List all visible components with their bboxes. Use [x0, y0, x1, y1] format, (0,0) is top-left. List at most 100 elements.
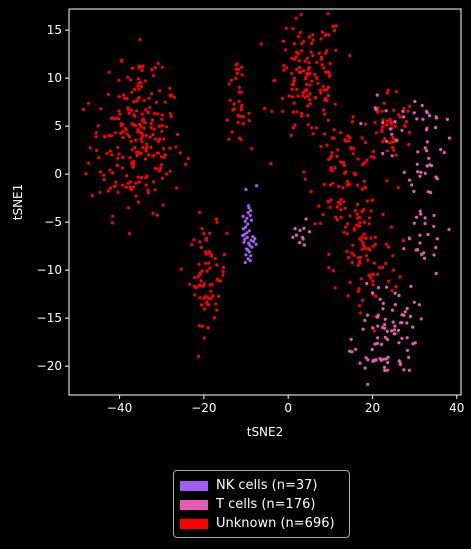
unknown-cell-point [128, 185, 132, 189]
t-cell-point [301, 237, 305, 241]
t-cell-point [400, 128, 404, 132]
unknown-cell-point [134, 181, 138, 185]
unknown-cell-point [321, 84, 325, 88]
unknown-cell-point [360, 235, 364, 239]
unknown-cell-point [298, 65, 302, 70]
t-cell-point [412, 300, 416, 304]
unknown-cell-point [110, 221, 115, 225]
t-cell-point [434, 126, 438, 130]
t-cell-point [447, 227, 451, 232]
t-cell-point [426, 232, 430, 237]
unknown-cell-point [293, 123, 297, 127]
unknown-cell-point [123, 96, 127, 100]
unknown-cell-point [295, 67, 299, 72]
unknown-cell-point [272, 79, 276, 83]
nk-cell-point [247, 204, 251, 208]
nk-cell-point [247, 229, 251, 233]
unknown-cell-point [333, 286, 337, 290]
unknown-cell-point [111, 171, 115, 175]
unknown-cell-point [202, 307, 207, 311]
unknown-cell-point [132, 162, 136, 166]
unknown-cell-point [144, 149, 148, 153]
unknown-cell-point [270, 109, 274, 113]
unknown-cell-point [204, 250, 208, 254]
unknown-cell-point [215, 263, 219, 267]
t-cell-point [415, 117, 419, 121]
unknown-cell-point [208, 266, 212, 270]
unknown-cell-point [240, 65, 244, 69]
unknown-cell-point [346, 134, 350, 138]
unknown-cell-point [332, 128, 336, 132]
unknown-cell-point [162, 137, 166, 141]
t-cell-point [413, 341, 417, 345]
unknown-cell-point [237, 90, 241, 94]
nk-cell-point [246, 222, 250, 226]
unknown-cell-point [389, 225, 393, 229]
unknown-cell-point [234, 76, 238, 80]
unknown-cell-point [323, 112, 327, 116]
unknown-cell-point [144, 183, 148, 187]
unknown-cell-point [250, 146, 254, 151]
unknown-cell-point [291, 110, 295, 114]
t-cell-point [408, 178, 412, 182]
unknown-cell-point [113, 184, 117, 189]
nk-cell-point [245, 235, 249, 240]
t-cell-point [423, 171, 427, 175]
nk-cell-point [254, 242, 258, 246]
t-cell-point [375, 341, 379, 346]
unknown-cell-point [237, 85, 241, 89]
unknown-cell-point [358, 261, 362, 265]
t-cell-point [397, 341, 401, 345]
unknown-cell-point [310, 126, 314, 130]
unknown-cell-point [99, 107, 103, 111]
unknown-cell-point [160, 113, 164, 117]
unknown-cell-point [138, 130, 142, 134]
unknown-cell-point [358, 304, 362, 308]
unknown-cell-point [149, 126, 153, 130]
unknown-cell-point [114, 180, 118, 184]
unknown-cell-point [192, 238, 196, 242]
nk-cell-point [253, 236, 257, 241]
unknown-cell-point [360, 187, 364, 191]
t-cell-point [430, 164, 434, 168]
unknown-cell-point [111, 214, 115, 218]
unknown-cell-point [380, 124, 385, 129]
unknown-cell-point [306, 113, 310, 118]
t-cell-point [418, 233, 422, 237]
unknown-cell-point [161, 203, 165, 207]
nk-cell-point [245, 216, 249, 220]
t-cell-point [423, 146, 427, 150]
nk-cell-point [255, 184, 259, 188]
unknown-cell-point [205, 269, 209, 273]
unknown-cell-point [147, 153, 151, 157]
unknown-cell-point [361, 298, 365, 302]
unknown-cell-point [235, 71, 240, 75]
unknown-cell-point [161, 65, 165, 69]
unknown-cell-point [151, 154, 155, 158]
unknown-cell-point [385, 91, 389, 95]
unknown-cell-point [369, 209, 373, 213]
y-tick-label: 0 [54, 167, 62, 181]
nk-cell-point [241, 227, 246, 231]
unknown-cell-point [329, 183, 333, 187]
unknown-cell-point [311, 33, 315, 37]
unknown-cell-point [291, 27, 295, 31]
unknown-cell-point [138, 122, 142, 126]
unknown-cell-point [329, 198, 333, 202]
t-cell-point [350, 350, 354, 354]
unknown-cell-point [365, 199, 369, 203]
unknown-cell-point [345, 222, 350, 226]
t-cell-point [374, 358, 378, 362]
unknown-cell-point [117, 109, 121, 113]
unknown-cell-point [129, 78, 133, 82]
t-cell-point [407, 368, 411, 372]
unknown-cell-point [331, 181, 335, 185]
unknown-cell-point [150, 118, 155, 122]
unknown-cell-point [157, 139, 161, 144]
unknown-cell-point [165, 125, 169, 129]
unknown-cell-point [361, 162, 365, 167]
unknown-cell-point [158, 169, 162, 173]
unknown-cell-point [196, 275, 200, 279]
t-cell-point [390, 154, 394, 158]
t-cell-point [373, 342, 377, 346]
